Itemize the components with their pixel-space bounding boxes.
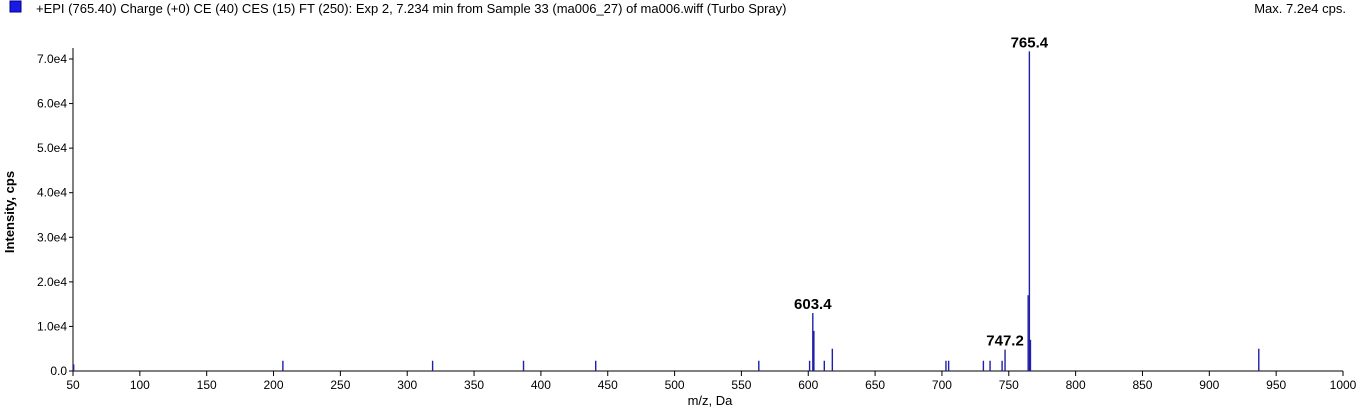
y-tick-label: 6.0e4 <box>37 97 67 111</box>
x-tick-label: 200 <box>264 378 284 392</box>
x-tick-label: 1000 <box>1330 378 1357 392</box>
y-ticks: 0.0 1.0e4 2.0e4 3.0e4 4.0e4 5.0e4 6.0e4 7.0e4 <box>37 52 73 378</box>
y-tick-label: 0.0 <box>50 364 67 378</box>
x-tick-label: 250 <box>330 378 350 392</box>
x-tick-label: 750 <box>999 378 1019 392</box>
peak-label: 747.2 <box>986 333 1024 350</box>
peak-annotations: 765.4 603.4 747.2 <box>794 34 1049 349</box>
x-tick-label: 500 <box>665 378 685 392</box>
y-tick-label: 5.0e4 <box>37 141 67 155</box>
peak-label: 765.4 <box>1011 34 1049 51</box>
x-tick-label: 550 <box>731 378 751 392</box>
x-tick-label: 600 <box>798 378 818 392</box>
x-tick-label: 450 <box>598 378 618 392</box>
x-tick-label: 900 <box>1199 378 1219 392</box>
x-tick-label: 150 <box>197 378 217 392</box>
x-tick-label: 800 <box>1066 378 1086 392</box>
peak-label: 603.4 <box>794 296 832 313</box>
x-tick-label: 300 <box>397 378 417 392</box>
y-tick-label: 3.0e4 <box>37 230 67 244</box>
y-axis-title: Intensity, cps <box>2 171 17 253</box>
x-tick-label: 850 <box>1132 378 1152 392</box>
x-tick-label: 400 <box>531 378 551 392</box>
x-axis-title: m/z, Da <box>688 393 734 408</box>
x-tick-label: 700 <box>932 378 952 392</box>
x-tick-label: 50 <box>66 378 80 392</box>
x-tick-label: 350 <box>464 378 484 392</box>
y-tick-label: 7.0e4 <box>37 52 67 66</box>
x-tick-label: 650 <box>865 378 885 392</box>
max-intensity-label: Max. 7.2e4 cps. <box>1254 1 1346 16</box>
x-ticks: 50 100 150 200 250 300 350 400 450 500 550 600 650 70… <box>66 371 1357 392</box>
legend-square-icon <box>9 0 22 13</box>
y-tick-label: 1.0e4 <box>37 319 67 333</box>
peaks <box>72 51 1260 371</box>
y-tick-label: 2.0e4 <box>37 275 67 289</box>
y-tick-label: 4.0e4 <box>37 186 67 200</box>
x-tick-label: 950 <box>1266 378 1286 392</box>
chart-title: +EPI (765.40) Charge (+0) CE (40) CES (1… <box>36 1 786 16</box>
x-tick-label: 100 <box>130 378 150 392</box>
